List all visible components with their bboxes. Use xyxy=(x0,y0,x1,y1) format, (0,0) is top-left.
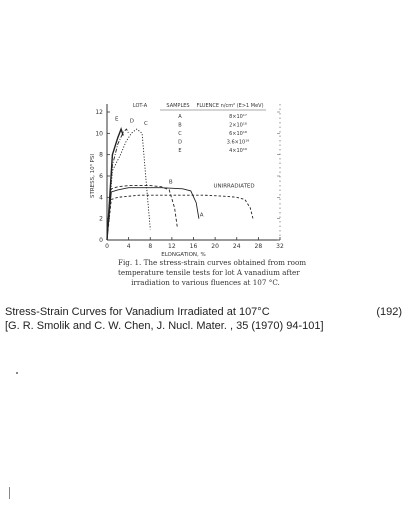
x-tick-label: 20 xyxy=(211,243,219,250)
curve-label-a: A xyxy=(200,213,204,219)
curve-label-c: C xyxy=(144,121,148,127)
y-tick-label: 4 xyxy=(99,194,103,201)
legend-fluence: 6×10¹⁸ xyxy=(229,131,247,137)
y-tick-label: 0 xyxy=(99,237,103,244)
scan-mark xyxy=(9,487,10,499)
unirradiated-annotation: UNIRRADIATED xyxy=(213,184,254,190)
scan-speck xyxy=(16,372,18,374)
series-line-c xyxy=(106,128,151,241)
x-tick-label: 12 xyxy=(168,243,176,250)
legend-fluence: 4×10¹⁹ xyxy=(229,148,247,154)
x-tick-label: 16 xyxy=(190,243,198,250)
figure-caption-line-2: temperature tensile tests for lot A vana… xyxy=(118,268,300,277)
x-tick-label: 0 xyxy=(105,243,109,250)
legend-sample: C xyxy=(178,131,182,137)
legend-sample: B xyxy=(178,123,182,129)
series-line-unirradiated xyxy=(106,194,254,241)
legend-fluence: 8×10¹⁷ xyxy=(229,114,247,120)
legend-header-samples: SAMPLES xyxy=(166,103,189,109)
citation-title: Stress-Strain Curves for Vanadium Irradi… xyxy=(5,306,270,318)
curve-label-b: B xyxy=(169,179,173,185)
x-tick-label: 32 xyxy=(276,243,284,250)
y-tick-label: 2 xyxy=(99,216,103,223)
x-axis-label: ELONGATION, % xyxy=(161,252,206,258)
figure-caption-line-1: Fig. 1. The stress-strain curves obtaine… xyxy=(118,258,307,267)
y-tick-label: 10 xyxy=(95,130,103,137)
legend-sample: E xyxy=(178,148,181,154)
y-tick-label: 12 xyxy=(95,109,103,116)
figure-caption-line-3: irradiation to various fluences at 107 °… xyxy=(131,278,280,287)
series-line-e xyxy=(106,127,124,241)
legend-sample: A xyxy=(178,114,182,120)
x-tick-label: 24 xyxy=(233,243,241,250)
series-line-a xyxy=(106,187,200,241)
reference-number: (192) xyxy=(376,306,402,318)
x-tick-label: 4 xyxy=(127,243,131,250)
series-line-b xyxy=(106,185,178,241)
x-tick-label: 28 xyxy=(255,243,263,250)
legend-fluence: 3.6×10¹⁹ xyxy=(227,140,250,146)
y-tick-label: 6 xyxy=(99,173,103,180)
legend-header-fluence: FLUENCE n/cm² (E>1 MeV) xyxy=(196,103,263,109)
legend-fluence: 2×10¹⁸ xyxy=(229,123,247,129)
citation-reference: [G. R. Smolik and C. W. Chen, J. Nucl. M… xyxy=(5,320,324,332)
lot-label: LOT-A xyxy=(133,103,148,109)
curve-label-d: D xyxy=(130,119,134,125)
y-axis-label: STRESS, 10³ PSI xyxy=(89,154,96,198)
x-tick-label: 8 xyxy=(148,243,152,250)
curve-label-e: E xyxy=(115,117,119,123)
y-tick-label: 8 xyxy=(99,152,103,159)
legend-sample: D xyxy=(178,140,182,146)
